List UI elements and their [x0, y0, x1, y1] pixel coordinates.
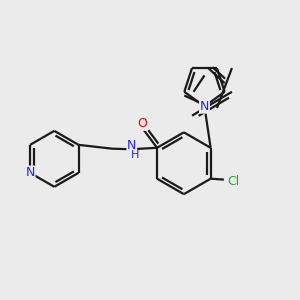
Text: O: O: [137, 117, 147, 130]
Text: N: N: [26, 166, 35, 179]
Text: N: N: [127, 139, 136, 152]
Text: N: N: [200, 100, 209, 113]
Text: H: H: [131, 150, 139, 160]
Text: Cl: Cl: [227, 175, 239, 188]
